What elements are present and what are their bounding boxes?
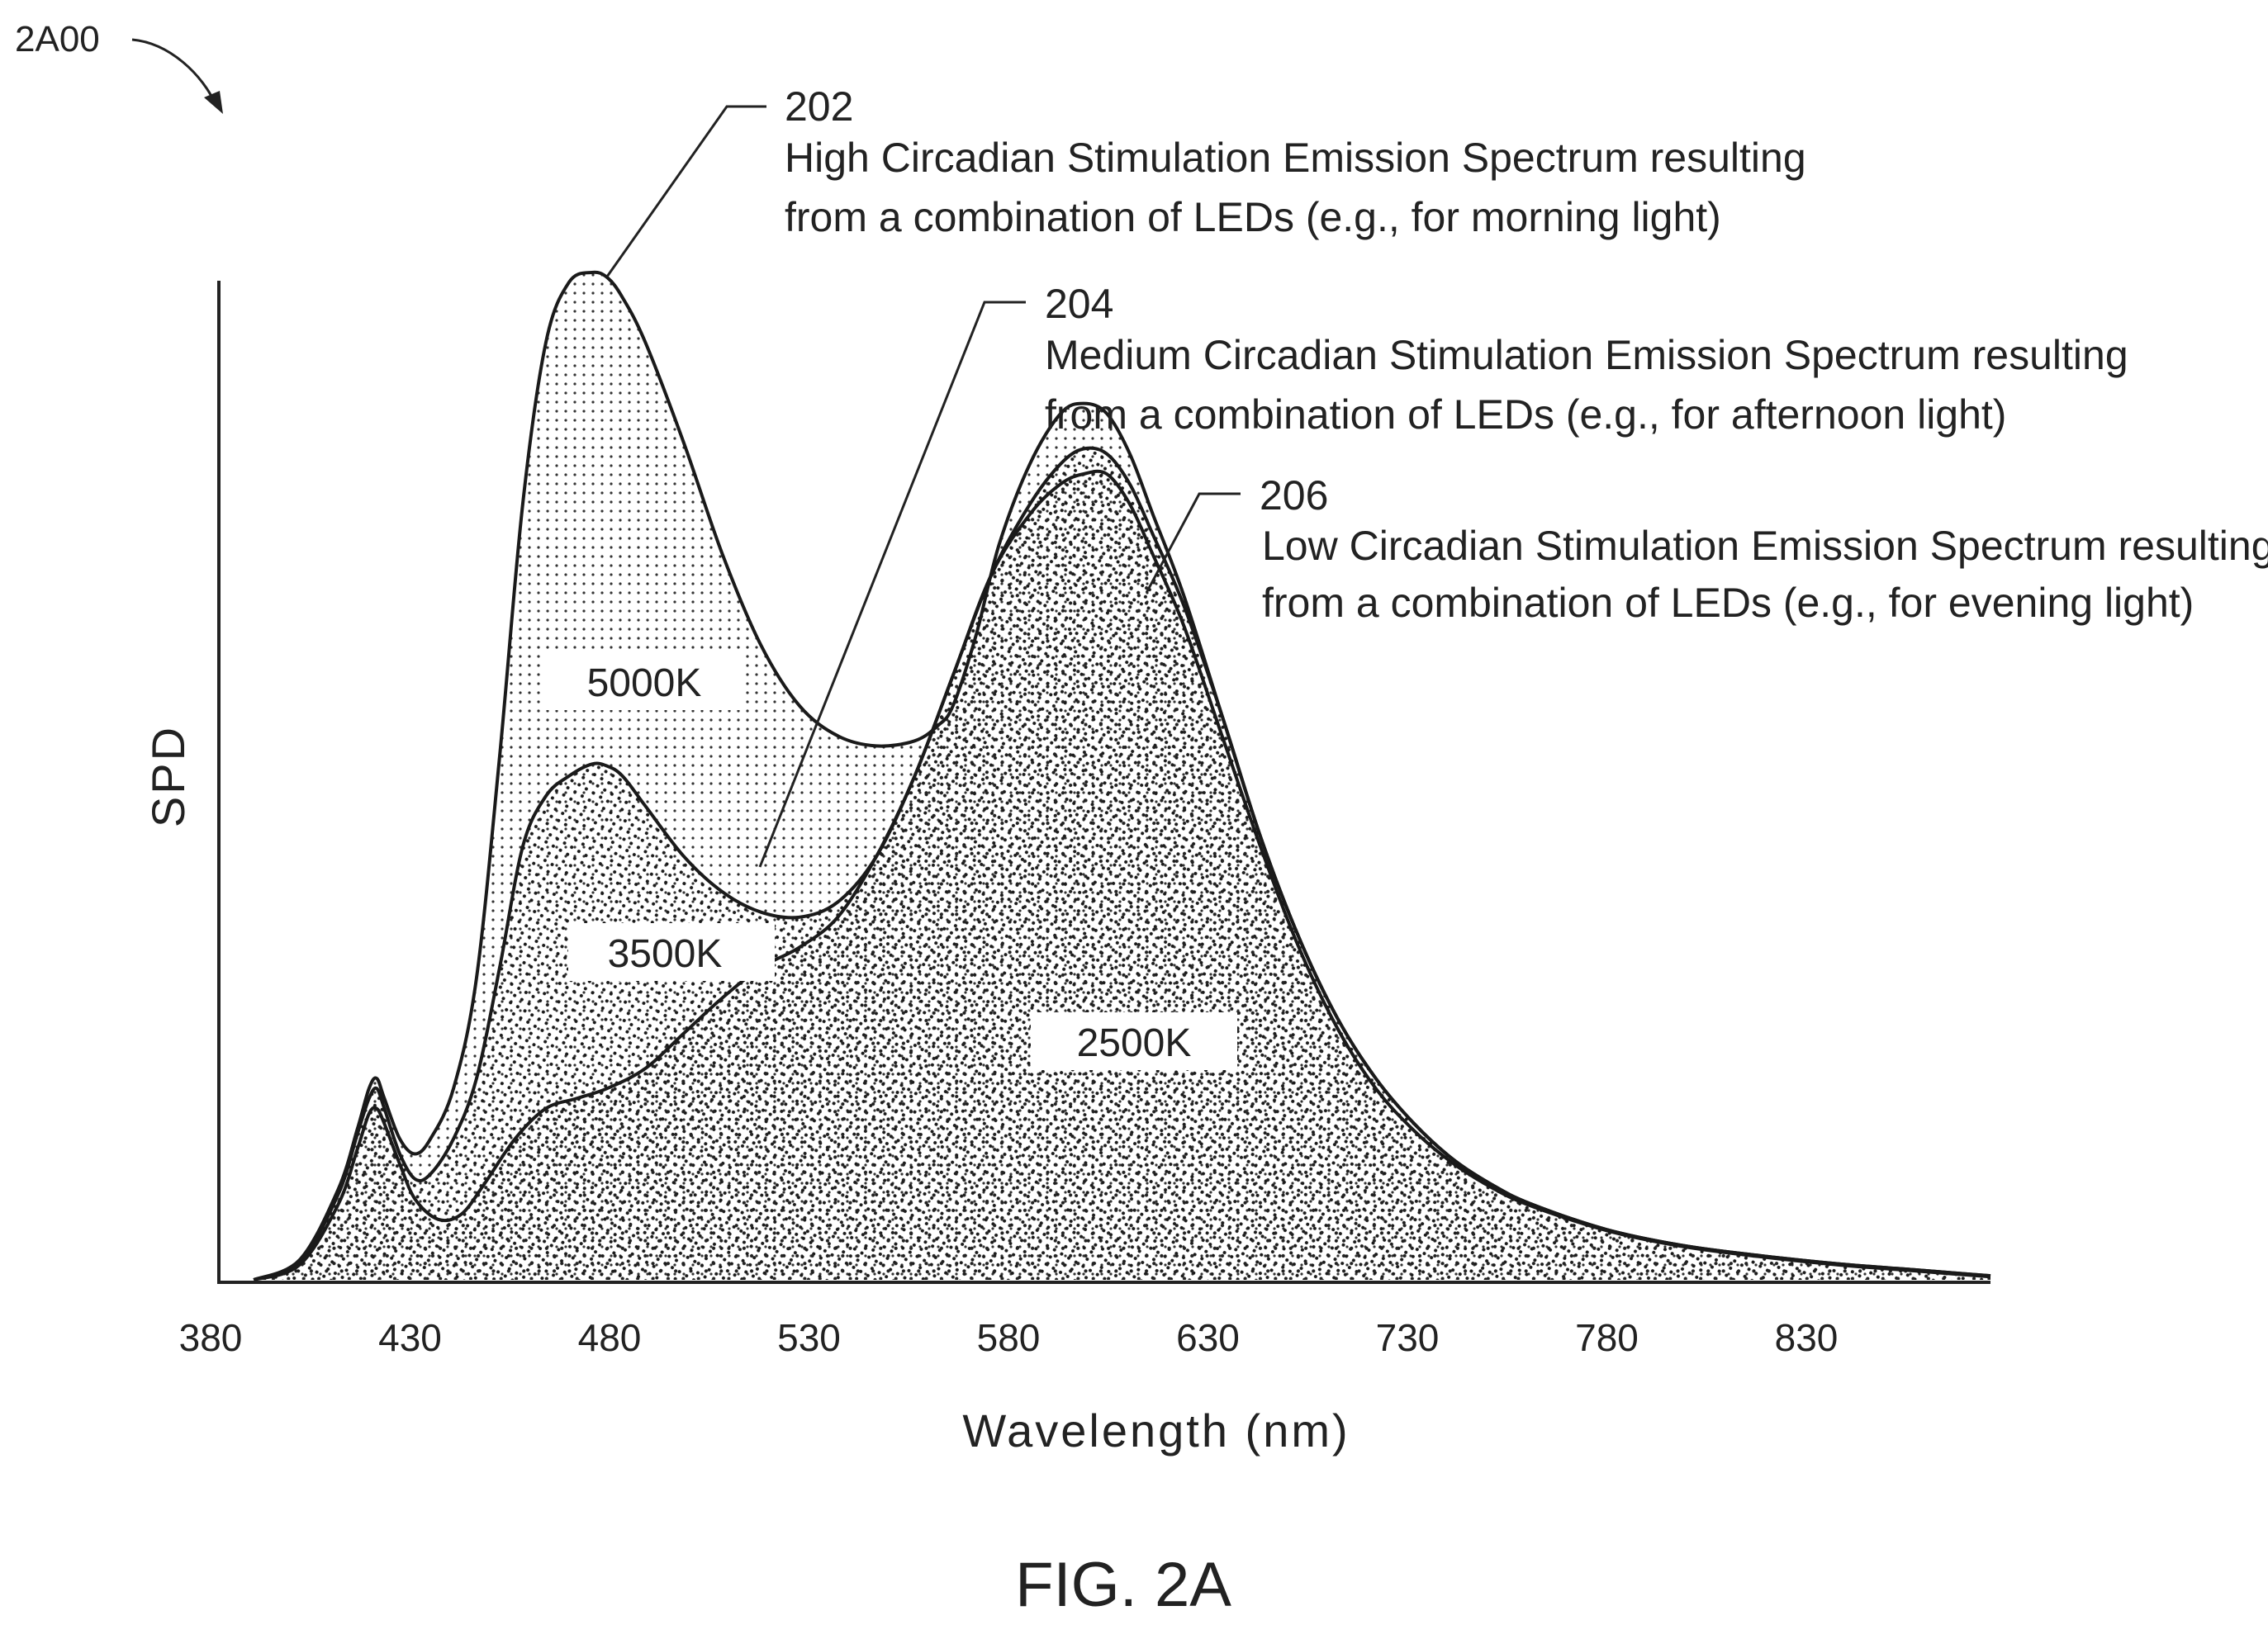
figure-ref-arrow [131, 38, 218, 107]
series-desc-202-line1: High Circadian Stimulation Emission Spec… [785, 135, 1806, 181]
cct-label-group-206: 2500K [1031, 1012, 1237, 1070]
series-desc-206-line2: from a combination of LEDs (e.g., for ev… [1262, 580, 2194, 626]
series-ref-202: 202 [785, 83, 853, 130]
x-tick-label: 630 [1176, 1316, 1240, 1359]
cct-label-group-204: 3500K [568, 923, 775, 981]
series-desc-204-line2: from a combination of LEDs (e.g., for af… [1045, 391, 2006, 438]
figure-ref-label: 2A00 [15, 19, 100, 59]
cct-label-bg-204 [568, 923, 775, 981]
series-ref-204: 204 [1045, 281, 1113, 327]
series-area-206 [254, 471, 1991, 1280]
series-desc-204-line1: Medium Circadian Stimulation Emission Sp… [1045, 332, 2128, 378]
x-tick-label: 430 [378, 1316, 442, 1359]
cct-label-204: 3500K [608, 932, 723, 976]
series-lines [253, 270, 1991, 1281]
series-desc-202-line2: from a combination of LEDs (e.g., for mo… [785, 194, 1721, 240]
x-tick-label: 830 [1775, 1316, 1839, 1359]
x-tick-label: 730 [1376, 1316, 1440, 1359]
series-desc-206-line1: Low Circadian Stimulation Emission Spect… [1262, 523, 2268, 569]
x-tick-labels: 380 430 480 530 580 630 730 780 830 [179, 1316, 1839, 1359]
x-tick-label: 380 [179, 1316, 243, 1359]
x-axis-label: Wavelength (nm) [962, 1405, 1350, 1457]
x-tick-label: 530 [777, 1316, 841, 1359]
leader-line-204 [758, 301, 1026, 868]
series-line-206 [253, 469, 1991, 1281]
series-ref-206: 206 [1260, 472, 1328, 519]
leader-line-202 [605, 105, 766, 277]
x-tick-label: 780 [1575, 1316, 1639, 1359]
cct-label-group-202: 5000K [545, 652, 743, 710]
x-tick-label: 480 [578, 1316, 642, 1359]
figure-caption: FIG. 2A [1015, 1550, 1231, 1620]
cct-label-bg-206 [1031, 1012, 1237, 1070]
figure-ref-arrowhead [204, 91, 223, 114]
x-tick-label: 580 [977, 1316, 1041, 1359]
cct-label-206: 2500K [1077, 1021, 1192, 1065]
y-axis-label: SPD [142, 725, 194, 827]
cct-label-202: 5000K [587, 661, 702, 705]
cct-label-bg-202 [545, 652, 743, 710]
leader-line-206 [1145, 492, 1241, 594]
